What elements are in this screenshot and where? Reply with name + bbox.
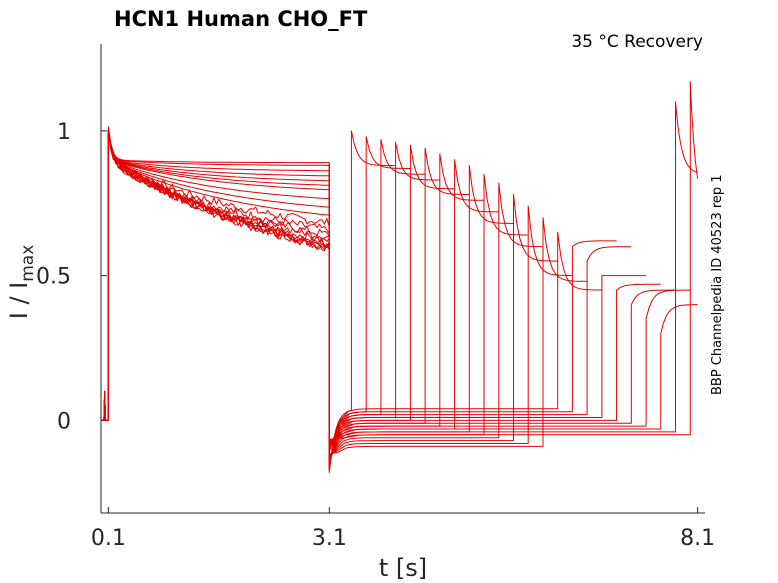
x-ticks: 0.1 3.1 8.1 xyxy=(91,507,715,551)
recovery-trace xyxy=(328,289,676,446)
prepulse-trace xyxy=(101,133,330,421)
y-tick-label: 1 xyxy=(57,120,71,145)
prepulse-trace xyxy=(101,130,330,421)
x-axis-label: t [s] xyxy=(379,554,427,582)
prepulse-trace xyxy=(101,130,330,421)
prepulse-trace xyxy=(101,130,330,421)
y-ticks: 00.51 xyxy=(36,120,107,434)
prepulse-trace xyxy=(101,130,330,421)
y-axis-label-sub: max xyxy=(18,245,38,282)
chart-subtitle: 35 °C Recovery xyxy=(571,32,703,52)
prepulse-trace xyxy=(101,133,330,421)
x-tick-label: 0.1 xyxy=(91,526,126,551)
recovery-trace xyxy=(328,217,588,455)
y-tick-label: 0 xyxy=(57,409,71,434)
y-axis-label-main: I / I xyxy=(5,282,33,320)
prepulse-trace xyxy=(101,131,330,421)
recovery-trace xyxy=(328,283,661,447)
recovery-trace xyxy=(328,165,514,462)
recovery-trace xyxy=(328,162,691,444)
recovery-trace xyxy=(328,275,647,449)
recovery-trace xyxy=(328,205,573,456)
y-tick-label: 0.5 xyxy=(36,265,71,290)
prepulse-trace xyxy=(101,130,330,421)
prepulse-trace xyxy=(101,130,330,421)
prepulse-trace xyxy=(101,126,330,421)
prepulse-trace xyxy=(101,130,330,421)
recovery-trace xyxy=(328,81,699,440)
prepulse-trace xyxy=(101,130,330,421)
recovery-trace xyxy=(328,165,698,443)
y-axis-label: I / Imax xyxy=(5,245,38,320)
axes xyxy=(100,44,705,514)
chart-title: HCN1 Human CHO_FT xyxy=(114,7,368,31)
recovery-trace xyxy=(328,159,499,463)
x-tick-label: 8.1 xyxy=(680,526,715,551)
recovery-trace xyxy=(328,240,617,452)
recovery-trace xyxy=(328,246,632,450)
traces xyxy=(101,81,699,473)
recovery-trace xyxy=(328,231,602,453)
x-tick-label: 3.1 xyxy=(312,526,347,551)
recovery-trace xyxy=(328,182,543,459)
side-note: BBP Channelpedia ID 40523 rep 1 xyxy=(710,174,725,395)
recovery-trace xyxy=(328,101,698,442)
